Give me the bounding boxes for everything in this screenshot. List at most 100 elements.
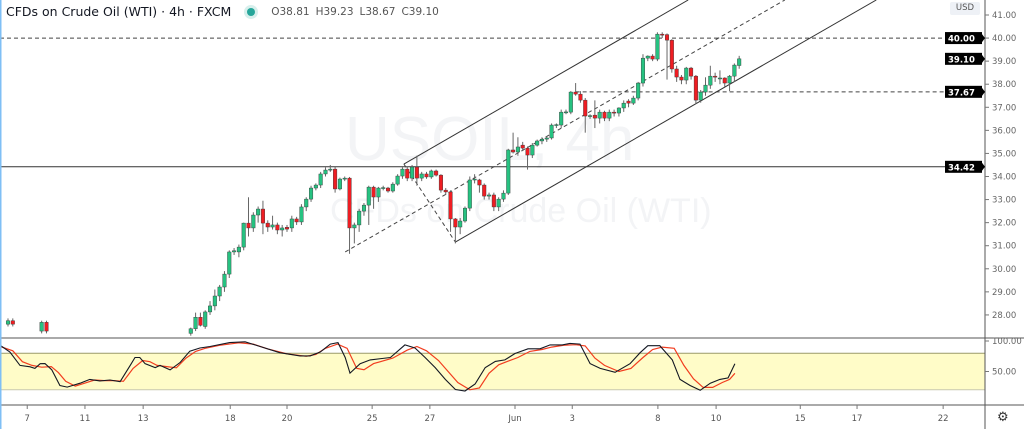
candle-body-up xyxy=(462,207,467,222)
candle xyxy=(5,318,10,327)
gear-icon[interactable]: ⚙ xyxy=(997,410,1009,425)
candle xyxy=(660,32,665,39)
candle-body-up xyxy=(227,251,232,275)
price-tick-label: 40.00 xyxy=(992,34,1016,44)
candle-body-down xyxy=(294,218,299,223)
candle-body-up xyxy=(381,187,386,189)
candle-body-up xyxy=(588,115,593,117)
stochastic-band xyxy=(0,353,985,390)
candle-body-down xyxy=(275,224,280,231)
candle-body-up xyxy=(337,178,342,190)
candle xyxy=(294,216,299,225)
candle-body-up xyxy=(535,140,540,146)
candle xyxy=(616,107,621,117)
time-tick-label: 22 xyxy=(938,414,949,424)
candle xyxy=(674,65,679,82)
candle xyxy=(188,327,193,336)
candle-body-up xyxy=(313,184,318,189)
stoch-tick-label: 100.00 xyxy=(992,337,1022,347)
candle xyxy=(708,65,713,89)
candle xyxy=(434,169,439,177)
candle xyxy=(347,176,352,254)
candle xyxy=(438,174,443,193)
candle xyxy=(602,110,607,122)
candle-body-up xyxy=(289,218,294,229)
candle xyxy=(429,169,434,179)
time-tick-label: 20 xyxy=(282,414,293,424)
candle xyxy=(333,166,338,193)
candle xyxy=(693,74,698,104)
candle-body-down xyxy=(482,184,487,197)
candle xyxy=(232,248,237,255)
price-badge-pointer xyxy=(982,54,985,63)
candle xyxy=(665,33,670,80)
candle xyxy=(443,188,448,195)
candle-body-up xyxy=(487,194,492,197)
candle-body-down xyxy=(674,68,679,78)
candle xyxy=(554,123,559,129)
candle xyxy=(217,284,222,302)
trend-line-3[interactable] xyxy=(403,0,689,165)
candle xyxy=(275,222,280,235)
candle xyxy=(328,164,333,172)
candle-body-up xyxy=(564,111,569,114)
symbol-legend[interactable]: CFDs on Crude Oil (WTI) · 4h · FXCM O38.… xyxy=(6,4,439,19)
currency-label[interactable]: USD xyxy=(950,2,980,15)
candle-body-up xyxy=(472,178,477,181)
candle-body-down xyxy=(612,111,617,114)
candle-body-up xyxy=(698,91,703,101)
candle xyxy=(395,174,400,186)
drawing-tools-layer[interactable] xyxy=(0,0,985,253)
candle-body-up xyxy=(309,187,314,200)
candle-body-down xyxy=(525,147,530,156)
candle-body-down xyxy=(424,173,429,178)
candle xyxy=(337,177,342,191)
candle xyxy=(713,72,718,82)
candle xyxy=(689,66,694,80)
trend-line-4[interactable] xyxy=(344,0,786,253)
price-tick-label: 29.00 xyxy=(992,288,1016,298)
price-badge-label: 37.67 xyxy=(948,88,975,98)
time-tick-label: Jun xyxy=(507,414,521,424)
candle-body-up xyxy=(597,111,602,119)
candle xyxy=(491,192,496,212)
candle-body-down xyxy=(660,33,665,36)
candle xyxy=(227,250,232,279)
candle-body-down xyxy=(44,322,49,332)
candle-body-up xyxy=(429,170,434,178)
candle xyxy=(621,100,626,112)
candle xyxy=(376,186,381,202)
candle-body-up xyxy=(342,177,347,180)
candle-body-down xyxy=(573,91,578,95)
candle xyxy=(525,146,530,170)
trend-line-5[interactable] xyxy=(455,0,877,243)
candle xyxy=(342,176,347,182)
price-tick-label: 32.00 xyxy=(992,219,1016,229)
candle xyxy=(597,109,602,124)
high-value: H39.23 xyxy=(315,5,354,18)
candle xyxy=(39,320,44,334)
candle xyxy=(289,215,294,232)
price-badge-pointer xyxy=(982,87,985,96)
candle-body-down xyxy=(650,55,655,60)
stochastic-pane[interactable] xyxy=(0,341,985,392)
candle xyxy=(530,143,535,159)
candle xyxy=(722,77,727,87)
candle-body-down xyxy=(578,93,583,101)
candle-body-up xyxy=(280,227,285,231)
candle xyxy=(501,190,506,202)
price-badge xyxy=(945,85,982,98)
candle xyxy=(578,91,583,103)
candle xyxy=(318,171,323,189)
stoch-tick-label: 50.00 xyxy=(992,368,1016,378)
time-tick-label: 17 xyxy=(852,414,863,424)
candle xyxy=(631,95,636,105)
candle-body-down xyxy=(333,168,338,190)
symbol-title[interactable]: CFDs on Crude Oil (WTI) · 4h · FXCM xyxy=(6,4,232,19)
price-tick-label: 35.00 xyxy=(992,149,1016,159)
candle xyxy=(732,63,737,82)
candle xyxy=(650,54,655,62)
candle xyxy=(684,66,689,85)
candle xyxy=(703,77,708,96)
